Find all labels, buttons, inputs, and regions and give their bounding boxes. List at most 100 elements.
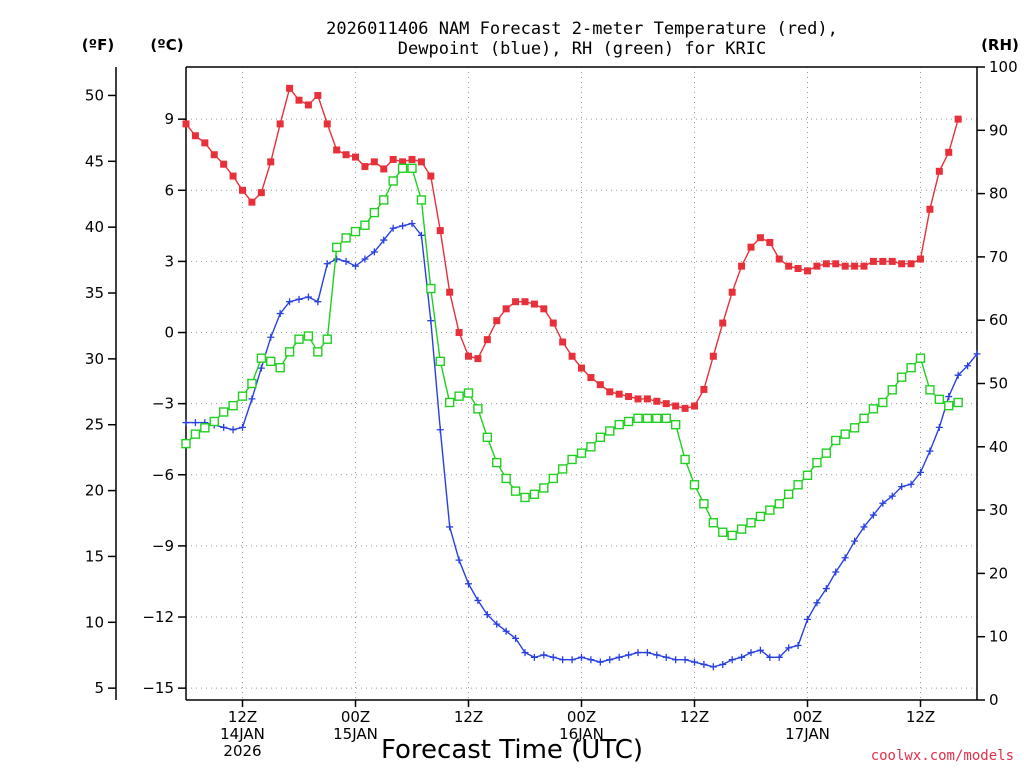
data-point <box>257 364 265 372</box>
data-point <box>399 158 407 166</box>
data-point <box>465 352 472 360</box>
data-point <box>841 262 849 270</box>
celsius-tick-label: −3 <box>152 395 174 413</box>
data-point <box>426 283 436 294</box>
data-point <box>661 413 671 424</box>
data-point <box>256 353 267 363</box>
rh-unit-label: (RH) <box>981 36 1019 54</box>
x-tick-label: 00Z <box>567 708 596 726</box>
data-point <box>323 120 331 128</box>
data-point <box>813 262 821 270</box>
data-point <box>521 649 529 657</box>
data-point <box>766 238 774 246</box>
data-point <box>926 205 934 213</box>
rh-tick-label: 10 <box>989 628 1008 646</box>
data-point <box>228 400 238 411</box>
data-point <box>859 413 869 424</box>
series-1 <box>182 219 981 671</box>
data-series <box>181 84 981 671</box>
x-tick-label: 00Z <box>341 708 370 726</box>
data-point <box>821 448 832 458</box>
data-point <box>352 262 359 270</box>
data-point <box>239 186 246 194</box>
data-point <box>699 499 709 509</box>
data-point <box>728 288 736 296</box>
data-point <box>670 419 681 430</box>
data-point <box>379 195 389 205</box>
data-point <box>350 226 361 237</box>
data-point <box>643 649 651 657</box>
data-point <box>540 305 548 313</box>
data-point <box>691 658 698 666</box>
data-point <box>436 426 444 434</box>
data-point <box>549 653 557 661</box>
data-point <box>427 172 435 180</box>
data-point <box>832 568 840 576</box>
data-point <box>284 347 295 357</box>
data-point <box>840 429 850 439</box>
data-point <box>267 158 275 166</box>
data-point <box>906 362 916 373</box>
data-point <box>482 432 493 443</box>
data-point <box>454 391 464 401</box>
data-point <box>539 483 549 493</box>
data-point <box>380 236 388 244</box>
data-point <box>578 653 585 661</box>
data-point <box>945 148 953 156</box>
data-point <box>860 262 868 270</box>
data-point <box>662 400 670 408</box>
data-point <box>333 146 341 154</box>
rh-tick-label: 60 <box>989 311 1008 329</box>
data-point <box>530 653 538 661</box>
data-point <box>642 413 653 424</box>
data-point <box>747 243 755 251</box>
data-point <box>888 492 896 500</box>
data-point <box>643 395 651 403</box>
rh-tick-label: 50 <box>989 375 1008 393</box>
fahrenheit-tick-label: 30 <box>85 350 104 368</box>
data-point <box>596 381 604 389</box>
data-point <box>248 198 256 206</box>
data-point <box>483 611 491 619</box>
data-point <box>427 317 435 325</box>
data-point <box>634 649 642 657</box>
data-point <box>294 334 304 344</box>
data-point <box>849 423 860 433</box>
data-point <box>944 400 954 411</box>
data-point <box>492 457 502 468</box>
data-point <box>323 260 331 268</box>
data-point <box>314 298 322 306</box>
data-point <box>201 139 209 147</box>
data-point <box>804 267 811 275</box>
data-point <box>417 158 425 166</box>
data-point <box>578 364 585 372</box>
data-point <box>435 356 445 367</box>
fahrenheit-tick-label: 45 <box>85 152 104 170</box>
data-point <box>907 480 915 488</box>
celsius-tick-label: −9 <box>152 537 174 555</box>
credit-text[interactable]: coolwx.com/models <box>871 748 1014 764</box>
data-point <box>520 492 530 503</box>
data-point <box>869 257 877 265</box>
data-point <box>973 350 981 358</box>
data-point <box>756 234 764 242</box>
data-point <box>868 404 879 414</box>
data-point <box>549 319 557 327</box>
data-point <box>510 486 521 496</box>
data-point <box>587 656 595 664</box>
data-point <box>945 393 953 401</box>
data-point <box>493 317 501 325</box>
data-point <box>493 620 501 628</box>
data-point <box>529 489 540 499</box>
data-point <box>286 298 294 306</box>
rh-tick-label: 20 <box>989 564 1008 582</box>
axes: 9630−3−6−9−12−15504540353025201510510090… <box>85 58 1018 760</box>
data-point <box>209 416 219 427</box>
data-point <box>276 310 284 318</box>
data-point <box>408 219 416 227</box>
data-point <box>719 660 727 668</box>
data-point <box>869 511 877 519</box>
data-point <box>879 257 887 265</box>
data-point <box>370 158 378 166</box>
data-point <box>304 293 312 301</box>
